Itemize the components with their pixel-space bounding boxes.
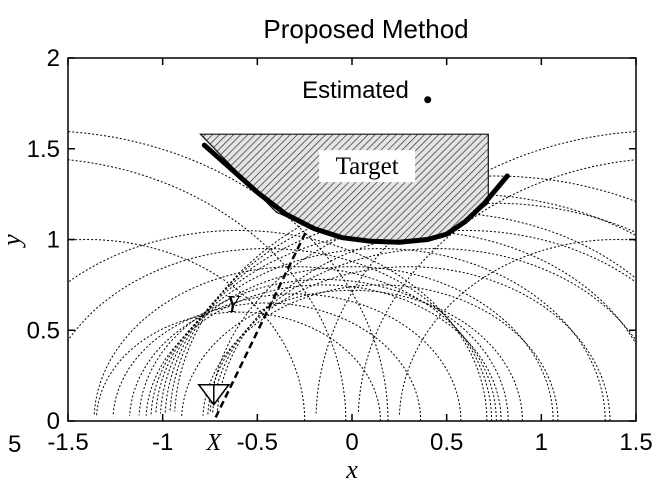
- target-label-background: [319, 150, 416, 183]
- sensor-curve: [150, 266, 554, 421]
- y-tick-label: 1.5: [27, 136, 60, 163]
- sensor-curve: [145, 284, 502, 421]
- x-tick-label: 0: [345, 429, 358, 456]
- chart-title: Proposed Method: [263, 14, 468, 44]
- sensor-curve: [174, 175, 636, 412]
- sensor-curve: [68, 248, 493, 421]
- sensor-curve: [164, 211, 636, 413]
- target-label: Target: [336, 153, 399, 180]
- sensor-curve: [93, 266, 497, 421]
- sensor-path-label-y: Y: [226, 292, 242, 318]
- x-axis-title: x: [345, 455, 358, 483]
- sensor-curves: [68, 131, 636, 421]
- y-axis-ticks: 0 0.5 1 1.5 2: [27, 45, 636, 435]
- y-tick-label: 0.5: [27, 317, 60, 344]
- x-tick-label: -0.5: [237, 429, 278, 456]
- sensor-path-label-x: X: [205, 430, 222, 456]
- x-tick-label: 1.5: [619, 429, 652, 456]
- x-tick-label: -1.5: [47, 429, 88, 456]
- outer-curve: [68, 131, 389, 421]
- sensor-curve: [207, 266, 611, 421]
- x-tick-label: 0.5: [430, 429, 463, 456]
- sensor-curve: [112, 302, 422, 421]
- sensor-path-line: [214, 229, 308, 418]
- estimated-boundary-line: [201, 142, 510, 245]
- antenna-icon: [197, 383, 231, 406]
- x-axis-ticks: -1.5 -1 -0.5 0 0.5 1 1.5: [47, 58, 653, 456]
- cropped-tick-label: 5: [8, 431, 21, 458]
- y-tick-label: 2: [47, 45, 60, 72]
- sensor-curve: [202, 284, 559, 421]
- sensor-curve: [155, 248, 606, 421]
- y-axis-title: y: [0, 234, 26, 249]
- sensor-curve: [68, 229, 488, 421]
- legend-estimated-marker: [424, 96, 432, 104]
- x-tick-label: 1: [535, 429, 548, 456]
- outer-curve: [357, 159, 636, 415]
- sensor-curve: [129, 293, 462, 421]
- sensor-curve: [212, 248, 636, 415]
- y-tick-label: 0: [47, 408, 60, 435]
- sensor-curve: [216, 229, 636, 414]
- sensor-curve: [96, 311, 381, 421]
- sensor-curve: [138, 278, 509, 421]
- y-tick-label: 1: [47, 227, 60, 254]
- sensor-curve: [181, 289, 523, 421]
- legend-estimated-label: Estimated: [302, 77, 409, 104]
- x-tick-label: -1: [152, 429, 173, 456]
